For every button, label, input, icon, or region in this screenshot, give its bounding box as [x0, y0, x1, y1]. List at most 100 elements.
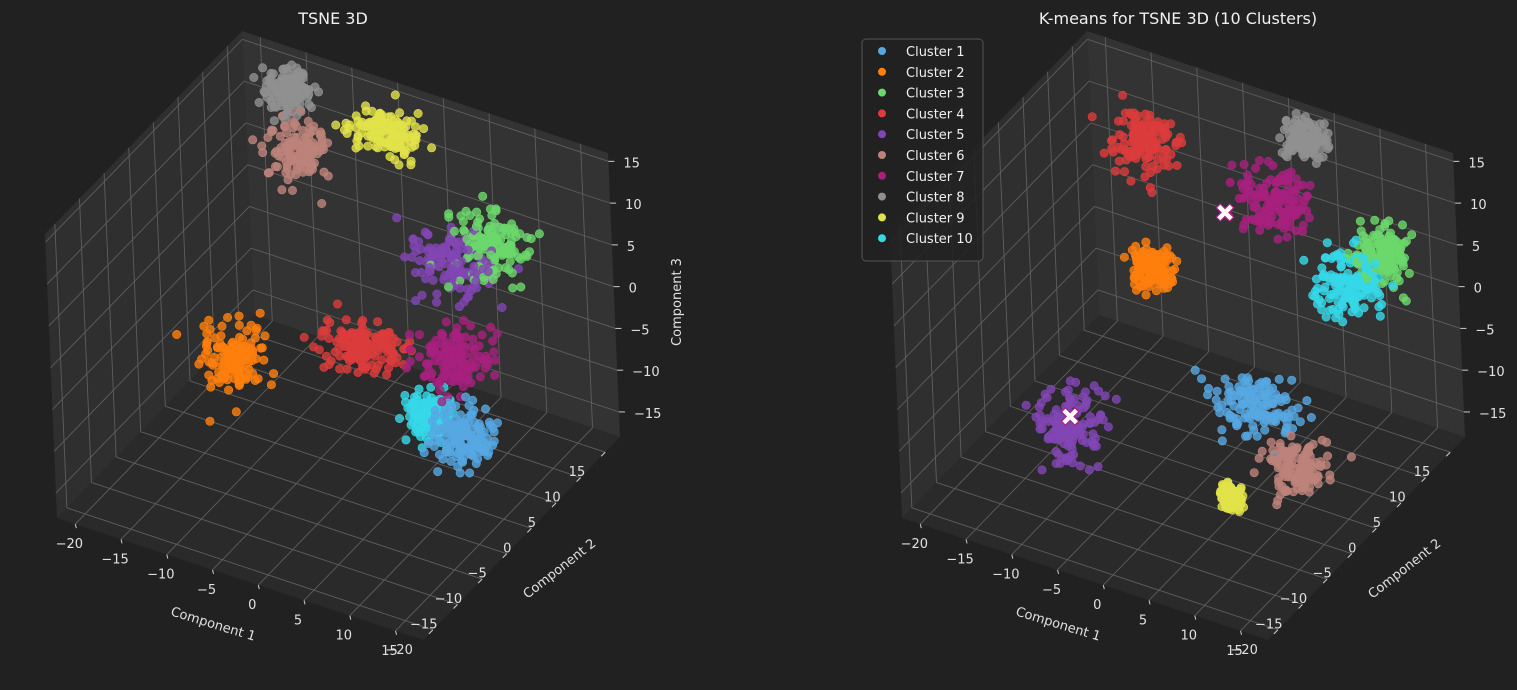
scatter-point	[332, 299, 342, 309]
scatter-point	[252, 323, 262, 333]
scatter-point	[272, 162, 282, 172]
scatter-point	[1147, 188, 1157, 198]
grid-z-back	[1094, 205, 1461, 329]
scatter-point	[414, 330, 424, 340]
scatter-point	[308, 126, 318, 136]
legend-label: Cluster 2	[906, 66, 965, 81]
scatter-point	[254, 98, 264, 108]
scatter-point	[441, 317, 451, 327]
scatter-point	[1282, 232, 1292, 242]
scatter-point	[1282, 486, 1292, 496]
scatter-point	[1241, 192, 1251, 202]
scatter-point	[234, 380, 244, 390]
scatter-point	[260, 331, 270, 341]
grid-z-back	[1088, 80, 1456, 204]
x-tick-label: −15	[946, 552, 973, 567]
scatter-point	[1084, 465, 1094, 475]
scatter-point	[1237, 179, 1247, 189]
scatter-point	[390, 155, 400, 165]
scatter-point	[486, 250, 496, 260]
scatter-point	[1062, 453, 1072, 463]
grid-x-floor	[1148, 397, 1347, 601]
legend-marker	[878, 67, 886, 76]
grid-y-floor	[936, 482, 1303, 605]
scatter-point	[392, 213, 402, 223]
scatter-point	[266, 103, 276, 113]
scatter-point	[1322, 238, 1332, 248]
z-tick-label: −5	[1475, 323, 1494, 338]
scatter-point	[474, 341, 484, 351]
scatter-point	[454, 302, 464, 312]
scatter-point	[1249, 468, 1259, 478]
y-tick-label: 15	[1414, 465, 1431, 480]
scatter-point	[437, 397, 447, 407]
scatter-point	[210, 333, 220, 343]
scatter-point	[1077, 435, 1087, 445]
x-tick-mark	[166, 554, 169, 559]
scatter-point	[1323, 451, 1333, 461]
scatter-point	[439, 362, 449, 372]
scatter-point	[1071, 377, 1081, 387]
scatter-point	[438, 454, 448, 464]
grid-y-left	[899, 223, 913, 508]
x-tick-mark	[1011, 554, 1014, 559]
scatter-point	[231, 407, 241, 417]
grid-x-floor	[395, 427, 593, 632]
scatter-point	[477, 330, 487, 340]
scatter-point	[507, 219, 517, 229]
grid-z-left	[50, 164, 248, 368]
y-tick-mark	[502, 553, 508, 559]
scatter-point	[1273, 463, 1283, 473]
scatter-point	[238, 346, 248, 356]
scatter-point	[462, 363, 472, 373]
scatter-point	[1274, 374, 1284, 384]
scatter-point	[1224, 497, 1234, 507]
scatter-point	[1375, 225, 1385, 235]
scatter-point	[399, 148, 409, 158]
scatter-point	[1148, 136, 1158, 146]
grid-y-floor	[140, 431, 507, 555]
scatter-point	[505, 240, 515, 250]
grid-z-left	[893, 122, 1092, 327]
x-tick-mark	[1194, 615, 1197, 620]
scatter-point	[287, 98, 297, 108]
scatter-point	[1190, 365, 1200, 375]
scatter-point	[202, 338, 212, 348]
scatter-point	[303, 138, 313, 148]
legend-box	[861, 38, 984, 262]
scatter-point	[480, 404, 490, 414]
scatter-point	[1317, 263, 1327, 273]
scatter-point	[473, 250, 483, 260]
x-tick-mark	[1148, 600, 1151, 605]
scatter-point	[471, 222, 481, 232]
scatter-point	[1288, 141, 1298, 151]
scatter-point	[1064, 436, 1074, 446]
scatter-point	[1374, 239, 1384, 249]
scatter-point	[451, 260, 461, 270]
scatter-point	[335, 364, 345, 374]
scatter-point	[1035, 410, 1045, 420]
scatter-point	[443, 423, 453, 433]
y-tick-mark	[1347, 553, 1353, 559]
y-tick-label: −15	[1255, 617, 1282, 632]
z-tick-label: −10	[632, 365, 659, 380]
scatter-point	[371, 142, 381, 152]
scatter-point	[390, 90, 400, 100]
scatter-point	[483, 267, 493, 277]
scatter-point	[249, 73, 259, 83]
y-tick-label: −15	[410, 617, 437, 632]
scatter-point	[1139, 262, 1149, 272]
scatter-point	[1146, 274, 1156, 284]
scatter-point	[1304, 213, 1314, 223]
scatter-point	[395, 108, 405, 118]
scatter-point	[433, 467, 443, 477]
x-tick-mark	[303, 600, 306, 605]
scatter-point	[1263, 220, 1273, 230]
scatter-point	[1312, 128, 1322, 138]
scatter-point	[1035, 424, 1045, 434]
scatter-point	[1119, 252, 1129, 262]
scatter-point	[1130, 121, 1140, 131]
scatter-point	[481, 256, 491, 266]
scatter-point	[292, 70, 302, 80]
scatter-point	[428, 251, 438, 261]
